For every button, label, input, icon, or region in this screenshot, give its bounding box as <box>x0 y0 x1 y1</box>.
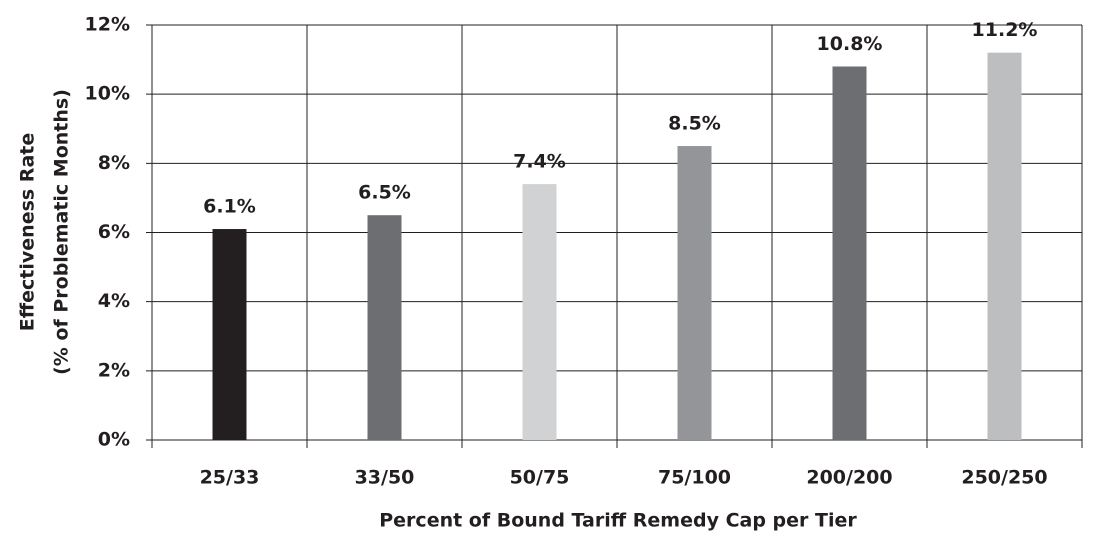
data-label: 10.8% <box>817 33 883 55</box>
bar <box>212 229 247 440</box>
x-tick-label: 250/250 <box>961 467 1047 489</box>
bar <box>367 215 402 440</box>
y-tick-label: 12% <box>85 14 130 36</box>
bar <box>677 146 712 440</box>
bar <box>832 66 867 440</box>
y-tick-label: 6% <box>98 221 130 243</box>
x-axis-label: Percent of Bound Tariff Remedy Cap per T… <box>379 510 857 532</box>
bar <box>987 52 1022 441</box>
y-tick-label: 8% <box>98 152 130 174</box>
data-label: 11.2% <box>972 19 1038 41</box>
x-tick-label: 75/100 <box>658 467 731 489</box>
y-tick-label: 0% <box>98 429 130 451</box>
y-axis-label: (% of Problematic Months) <box>51 89 73 375</box>
y-tick-label: 10% <box>85 83 130 105</box>
data-label: 6.5% <box>358 182 411 204</box>
x-tick-label: 25/33 <box>200 467 260 489</box>
x-tick-label: 200/200 <box>806 467 892 489</box>
y-tick-label: 2% <box>98 359 130 381</box>
x-tick-label: 33/50 <box>355 467 415 489</box>
bar <box>522 184 557 440</box>
data-label: 8.5% <box>668 113 721 135</box>
data-label: 6.1% <box>203 196 256 218</box>
y-axis-label: Effectiveness Rate <box>17 133 39 331</box>
data-label: 7.4% <box>513 151 566 173</box>
x-tick-label: 50/75 <box>510 467 570 489</box>
y-tick-label: 4% <box>98 290 130 312</box>
